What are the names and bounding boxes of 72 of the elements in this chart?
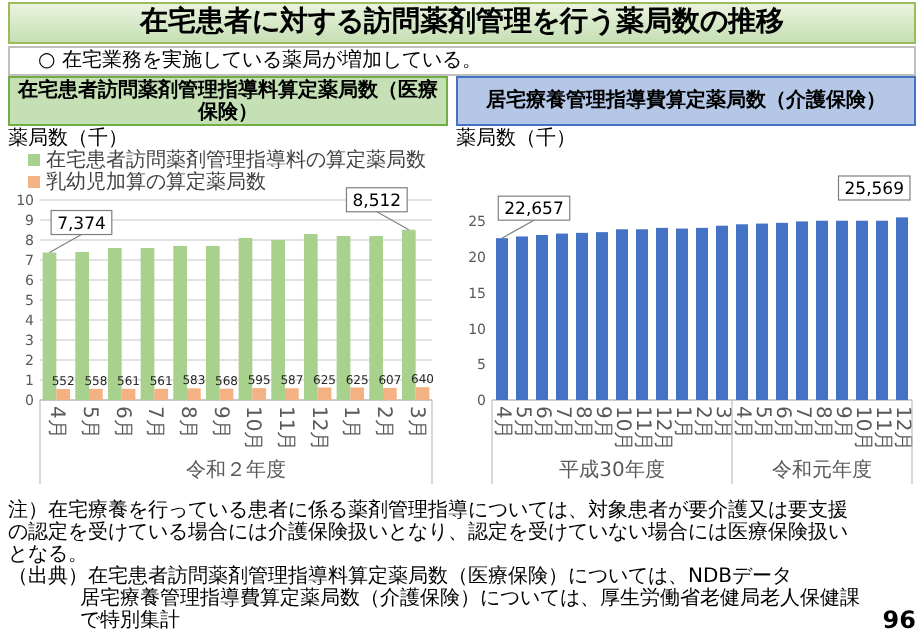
x-tick-label: 8月 [811,406,833,439]
legend-label: 在宅患者訪問薬剤管理指導料の算定薬局数 [46,150,426,172]
x-tick-label: 11月 [631,406,653,452]
bar [303,234,318,400]
text: 令和元年度 [772,458,872,482]
bar [369,236,383,400]
x-tick-label: 9月 [591,406,613,439]
x-tick-label: 9月 [831,406,853,439]
x-tick-label: 4月 [731,406,753,439]
text: 平成30年度 [559,458,665,482]
x-tick-label: 12月 [306,406,329,452]
x-tick-label: 7月 [551,406,573,439]
bar [154,388,169,400]
bar [121,388,136,400]
bar [187,388,201,400]
bar [350,387,365,400]
bar [205,246,220,400]
text: 注）在宅療養を行っている患者に係る薬剤管理指導については、対象患者が要介護又は要支援の認定を受けている場合には介護保険扱いとなり、認定を受けていない場合には医療保険扱いとなる。 [8,500,850,566]
x-tick-label: 5月 [511,406,533,439]
y-axis-title: 薬局数（千） [456,128,576,150]
x-tick-label: 12月 [891,406,913,452]
x-tick-label: 5月 [751,406,773,439]
x-tick-label: 9月 [208,406,231,439]
bar [219,388,234,400]
text: 25,569 [844,180,904,200]
x-tick-label: 3月 [404,406,427,439]
x-tick-label: 2月 [372,406,394,439]
x-tick-label: 6月 [110,406,133,439]
x-tick-label: 7月 [791,406,813,439]
x-tick-label: 8月 [571,406,593,439]
x-tick-label: 3月 [711,406,733,439]
text: （出典）在宅患者訪問薬剤管理指導料算定薬局数（医療保険）については、NDBデータ [8,566,795,588]
text: 96 [882,606,916,634]
bar [56,388,71,400]
x-tick-label: 1月 [339,406,362,439]
legend-label: 乳幼児加算の算定薬局数 [46,172,266,194]
x-tick-label: 7月 [143,406,166,439]
bar [107,248,122,400]
annotation: 22,657 [504,200,564,221]
bar [383,387,397,400]
x-tick-label: 4月 [45,406,68,439]
bar [89,388,103,400]
x-tick-label: 5月 [78,406,100,439]
x-tick-label: 6月 [531,406,553,439]
text: 居宅療養管理指導費算定薬局数（介護保険）については、厚生労働省老健局老人保健課で特別集計 [78,588,862,632]
x-tick-label: 4月 [491,406,513,439]
x-tick-label: 11月 [274,406,296,452]
x-tick-label: 1月 [671,406,693,439]
bar [317,387,332,400]
text: 在宅患者に対する訪問薬剤管理を行う薬局数の推移 [8,2,916,44]
chart-title: 居宅療養管理指導費算定薬局数（介護保険） [456,76,916,126]
x-tick-label: 6月 [771,406,793,439]
x-tick-label: 2月 [691,406,713,439]
bar [75,252,89,400]
bar [173,246,187,400]
x-tick-label: 10月 [241,406,264,452]
x-tick-label: 11月 [871,406,893,452]
annotation: 8,512 [352,191,402,212]
x-tick-label: 10月 [611,406,633,452]
x-axis-title: 令和２年度 [186,458,286,482]
bar [415,387,430,400]
x-tick-label: 8月 [176,406,198,439]
bar [252,388,267,400]
text: ○ 在宅業務を実施している薬局が増加している。 [8,46,916,76]
annotation: 7,374 [57,214,106,235]
bar [271,240,285,400]
chart-title: 在宅患者訪問薬剤管理指導料算定薬局数（医療保険） [8,76,448,126]
x-tick-label: 10月 [851,406,873,452]
y-axis-title: 薬局数（千） [8,128,128,150]
x-tick-label: 12月 [651,406,673,452]
bar [401,229,416,400]
bar [285,388,299,400]
